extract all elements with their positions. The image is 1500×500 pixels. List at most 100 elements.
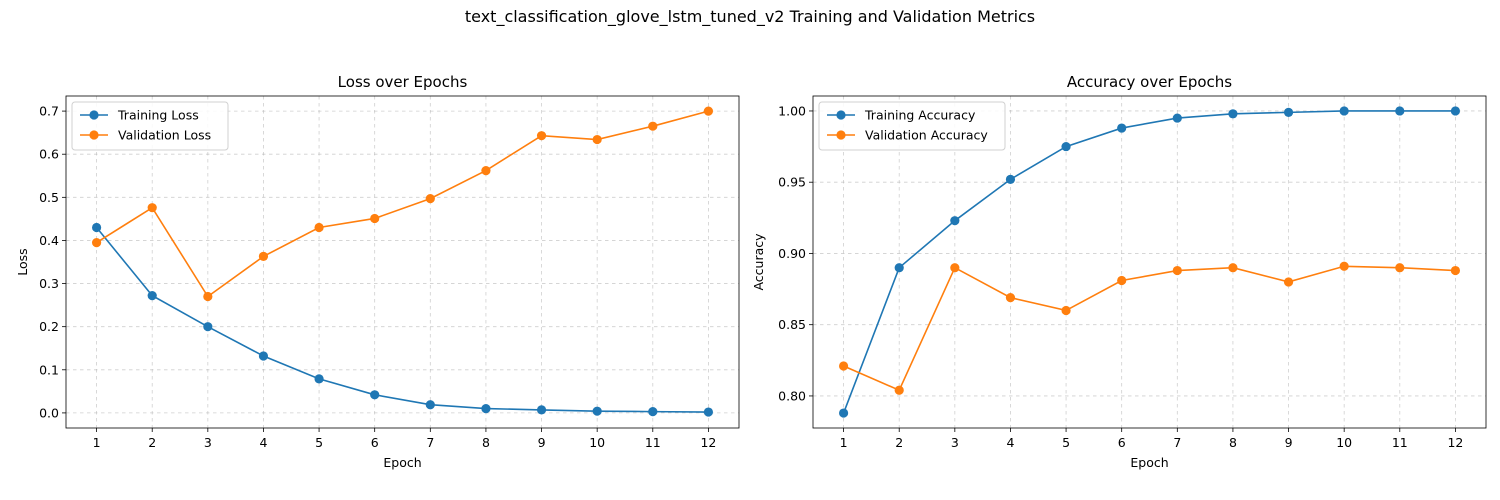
validation-accuracy-point — [950, 263, 960, 273]
accuracy-legend-box — [818, 101, 1006, 151]
training-accuracy-point — [1172, 113, 1182, 123]
accuracy-x-tick-label: 3 — [951, 435, 959, 450]
loss-legend: Training Loss Validation Loss — [71, 101, 229, 151]
training-loss-point — [91, 222, 102, 233]
loss-x-tick-label: 1 — [93, 435, 101, 450]
training-accuracy-point — [838, 408, 849, 418]
accuracy-x-tick-label: 7 — [1173, 435, 1181, 450]
accuracy-x-tick-label: 1 — [840, 435, 848, 450]
figure-title: text_classification_glove_lstm_tuned_v2 … — [464, 7, 1036, 26]
training-loss-line — [95, 227, 709, 413]
loss-y-tick-label: 0.6 — [39, 147, 59, 162]
validation-accuracy-point — [1005, 293, 1016, 303]
validation-accuracy-point — [838, 361, 849, 371]
training-loss-point — [703, 407, 714, 417]
validation-accuracy-point — [1172, 265, 1182, 276]
accuracy-x-tick-label: 6 — [1118, 435, 1126, 450]
training-accuracy-point — [1005, 174, 1016, 184]
loss-x-tick-label: 8 — [482, 435, 490, 450]
loss-x-tick-label: 12 — [700, 435, 716, 450]
accuracy-x-tick-label: 5 — [1062, 435, 1070, 450]
accuracy-chart-title: Accuracy over Epochs — [1067, 73, 1232, 91]
validation-loss-legend-label: Validation Loss — [118, 128, 211, 143]
accuracy-series — [838, 106, 1461, 418]
validation-loss-point — [703, 106, 714, 116]
training-loss-point — [425, 400, 435, 410]
loss-y-tick-label: 0.0 — [39, 405, 59, 420]
accuracy-y-tick-label: 0.95 — [778, 175, 806, 190]
training-loss-legend-label: Training Loss — [117, 108, 199, 123]
training-accuracy-legend-marker — [836, 110, 846, 120]
validation-loss-point — [258, 251, 269, 261]
loss-x-tick-label: 2 — [148, 435, 156, 450]
loss-y-axis-label: Loss — [15, 248, 30, 275]
accuracy-x-tick-label: 11 — [1392, 435, 1408, 450]
loss-x-tick-label: 10 — [589, 435, 605, 450]
training-accuracy-point — [1450, 106, 1461, 116]
validation-loss-point — [648, 121, 658, 131]
accuracy-y-axis-label: Accuracy — [751, 233, 766, 291]
training-accuracy-point — [1061, 141, 1071, 152]
accuracy-legend: Training Accuracy Validation Accuracy — [818, 101, 1006, 151]
training-accuracy-point — [1283, 107, 1294, 117]
training-loss-point — [258, 351, 269, 361]
validation-loss-point — [91, 237, 102, 248]
loss-y-tick-label: 0.7 — [39, 104, 59, 119]
validation-loss-point — [481, 165, 491, 176]
validation-loss-line — [96, 110, 709, 298]
accuracy-y-tick-label: 0.85 — [778, 317, 806, 332]
loss-legend-box — [71, 101, 229, 151]
validation-loss-point — [592, 134, 602, 145]
training-loss-point — [203, 322, 213, 332]
loss-x-tick-label: 9 — [538, 435, 546, 450]
validation-accuracy-line — [843, 265, 1456, 392]
validation-accuracy-point — [1395, 263, 1405, 273]
training-accuracy-point — [894, 263, 904, 273]
validation-accuracy-point — [894, 385, 904, 395]
accuracy-y-tick-label: 0.90 — [778, 246, 806, 261]
loss-y-tick-label: 0.4 — [39, 233, 59, 248]
loss-x-tick-label: 5 — [315, 435, 323, 450]
loss-x-axis-label: Epoch — [383, 455, 421, 470]
validation-accuracy-point — [1283, 277, 1294, 287]
loss-x-tick-label: 7 — [426, 435, 434, 450]
accuracy-x-tick-label: 8 — [1229, 435, 1237, 450]
validation-accuracy-point — [1117, 275, 1127, 286]
loss-y-tick-label: 0.5 — [39, 190, 59, 205]
validation-loss-point — [314, 222, 324, 233]
loss-series — [91, 106, 714, 417]
validation-accuracy-point — [1228, 263, 1238, 273]
loss-x-tick-label: 6 — [371, 435, 379, 450]
accuracy-y-tick-label: 1.00 — [778, 103, 806, 118]
training-accuracy-point — [1117, 123, 1127, 133]
accuracy-axes: 1 2 3 4 5 6 7 8 9 10 11 120.800.850.900.951.00 — [778, 95, 1487, 450]
validation-accuracy-point — [1450, 265, 1461, 276]
validation-loss-point — [370, 213, 380, 224]
training-loss-point — [314, 374, 324, 384]
training-accuracy-point — [1395, 106, 1405, 116]
loss-x-tick-label: 11 — [645, 435, 661, 450]
loss-y-tick-label: 0.1 — [39, 362, 59, 377]
training-accuracy-legend-label: Training Accuracy — [864, 108, 976, 123]
training-loss-legend-marker — [89, 110, 99, 120]
validation-loss-point — [425, 194, 435, 204]
training-accuracy-point — [1339, 106, 1349, 116]
accuracy-x-axis-label: Epoch — [1130, 455, 1168, 470]
accuracy-x-tick-label: 10 — [1336, 435, 1352, 450]
validation-loss-point — [203, 291, 213, 302]
training-loss-point — [536, 405, 547, 415]
loss-y-tick-label: 0.2 — [39, 319, 59, 334]
validation-accuracy-point — [1061, 305, 1071, 316]
loss-x-tick-label: 3 — [204, 435, 212, 450]
accuracy-y-tick-label: 0.80 — [778, 388, 806, 403]
training-loss-point — [370, 390, 380, 400]
accuracy-x-tick-label: 9 — [1285, 435, 1293, 450]
loss-chart-title: Loss over Epochs — [338, 73, 468, 91]
validation-accuracy-point — [1339, 261, 1349, 271]
training-loss-point — [147, 291, 157, 301]
accuracy-x-tick-label: 4 — [1006, 435, 1014, 450]
training-accuracy-line — [842, 110, 1456, 414]
